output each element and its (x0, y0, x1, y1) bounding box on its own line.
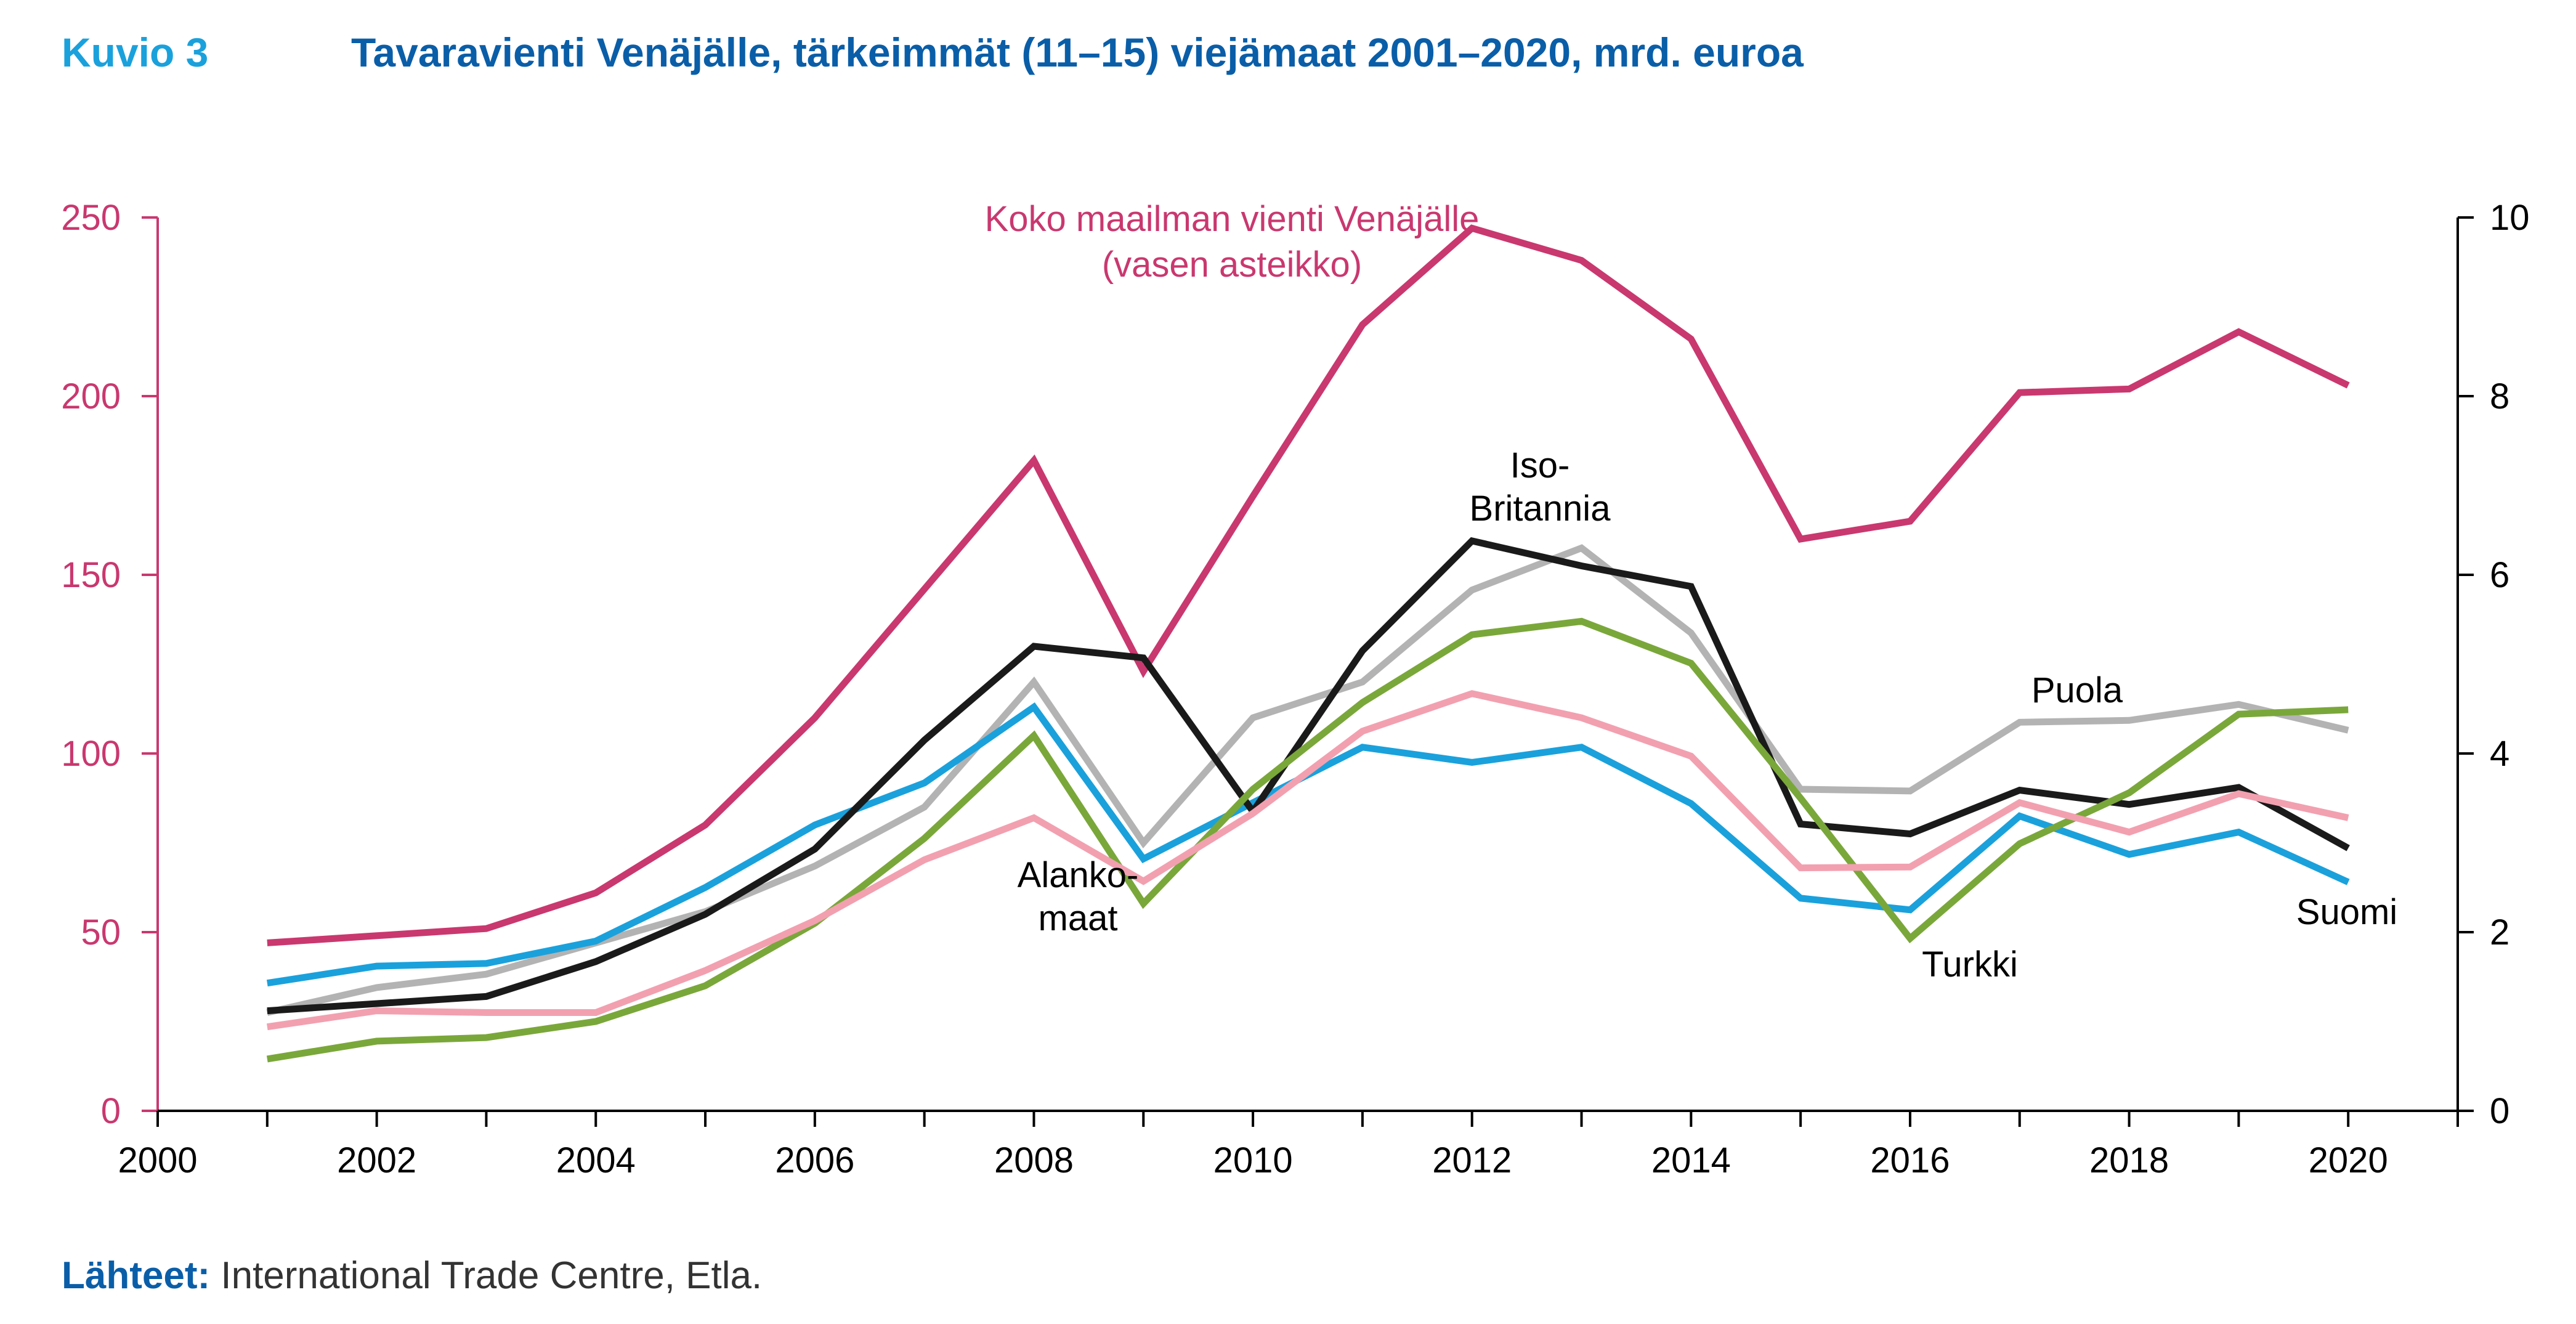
x-tick-label: 2012 (1432, 1140, 1512, 1180)
y-right-tick-label: 10 (2490, 198, 2530, 238)
x-tick-label: 2006 (775, 1140, 854, 1180)
y-right-tick-label: 8 (2490, 376, 2509, 416)
figure-header: Kuvio 3 Tavaravienti Venäjälle, tärkeimm… (62, 18, 1804, 86)
series-label: Suomi (2296, 892, 2397, 932)
y-left-tick-label: 200 (61, 376, 121, 416)
x-tick-label: 2000 (118, 1140, 197, 1180)
series-line (267, 537, 2350, 1015)
x-tick-label: 2002 (337, 1140, 416, 1180)
figure-title: Tavaravienti Venäjälle, tärkeimmät (11–1… (351, 30, 1804, 75)
x-tick-label: 2018 (2089, 1140, 2169, 1180)
series-line (267, 224, 2350, 946)
series-label: Koko maailman vienti Venäjälle (vasen ast… (985, 199, 1480, 285)
y-right-tick-label: 0 (2490, 1091, 2509, 1131)
series-label: Turkki (1922, 944, 2018, 985)
series-line (267, 690, 2349, 1031)
x-tick-label: 2016 (1870, 1140, 1950, 1180)
series-label: Alanko-maat (1018, 855, 1139, 938)
y-right-tick-label: 4 (2490, 734, 2509, 774)
series-label: Iso-Britannia (1470, 445, 1611, 529)
y-left-tick-label: 100 (61, 734, 121, 774)
series-label: Puola (2031, 670, 2123, 710)
y-left-tick-label: 250 (61, 198, 121, 238)
source-text: International Trade Centre, Etla. (210, 1254, 763, 1297)
x-tick-label: 2020 (2309, 1140, 2388, 1180)
source-note: Lähteet: International Trade Centre, Etl… (62, 1254, 762, 1298)
y-left-tick-label: 0 (101, 1091, 121, 1131)
y-right-tick-label: 2 (2490, 912, 2509, 952)
y-left-tick-label: 50 (81, 912, 121, 952)
series-line (266, 544, 2349, 1016)
figure-label: Kuvio 3 (62, 30, 209, 75)
series-line (266, 617, 2349, 1063)
source-label: Lähteet: (62, 1254, 211, 1297)
y-left-tick-label: 150 (61, 555, 121, 595)
x-tick-label: 2008 (994, 1140, 1074, 1180)
x-tick-label: 2014 (1651, 1140, 1731, 1180)
y-right-tick-label: 6 (2490, 555, 2509, 595)
x-tick-label: 2010 (1213, 1140, 1293, 1180)
x-tick-label: 2004 (556, 1140, 636, 1180)
